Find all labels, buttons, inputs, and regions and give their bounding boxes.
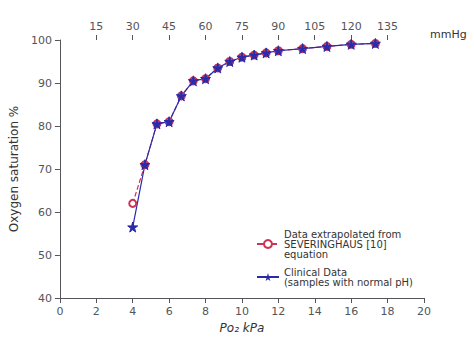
svg-text:Po₂ kPa: Po₂ kPa xyxy=(220,321,265,335)
svg-text:6: 6 xyxy=(166,305,173,318)
svg-text:75: 75 xyxy=(235,20,249,33)
svg-text:16: 16 xyxy=(344,305,358,318)
svg-text:30: 30 xyxy=(126,20,140,33)
svg-text:0: 0 xyxy=(56,305,63,318)
svg-text:105: 105 xyxy=(304,20,325,33)
svg-text:mmHg: mmHg xyxy=(430,28,467,41)
svg-text:Data extrapolated from: Data extrapolated from xyxy=(284,228,402,240)
svg-text:18: 18 xyxy=(381,305,395,318)
svg-text:12: 12 xyxy=(271,305,285,318)
svg-text:80: 80 xyxy=(38,120,52,133)
svg-text:45: 45 xyxy=(162,20,176,33)
svg-text:15: 15 xyxy=(89,20,103,33)
svg-text:10: 10 xyxy=(235,305,249,318)
svg-text:60: 60 xyxy=(199,20,213,33)
svg-text:SEVERINGHAUS [10]: SEVERINGHAUS [10] xyxy=(284,238,387,250)
svg-text:135: 135 xyxy=(377,20,398,33)
svg-text:20: 20 xyxy=(417,305,431,318)
svg-text:50: 50 xyxy=(38,249,52,262)
svg-text:60: 60 xyxy=(38,206,52,219)
svg-text:14: 14 xyxy=(308,305,322,318)
svg-text:40: 40 xyxy=(38,292,52,305)
svg-text:8: 8 xyxy=(202,305,209,318)
svg-text:2: 2 xyxy=(93,305,100,318)
svg-text:Oxygen saturation %: Oxygen saturation % xyxy=(7,106,21,232)
svg-text:90: 90 xyxy=(38,77,52,90)
svg-text:100: 100 xyxy=(31,34,52,47)
svg-text:70: 70 xyxy=(38,163,52,176)
svg-text:90: 90 xyxy=(271,20,285,33)
svg-text:120: 120 xyxy=(341,20,362,33)
svg-text:4: 4 xyxy=(129,305,136,318)
svg-text:equation: equation xyxy=(284,249,328,260)
svg-text:Clinical Data: Clinical Data xyxy=(284,266,348,278)
svg-text:(samples with normal pH): (samples with normal pH) xyxy=(284,277,413,288)
